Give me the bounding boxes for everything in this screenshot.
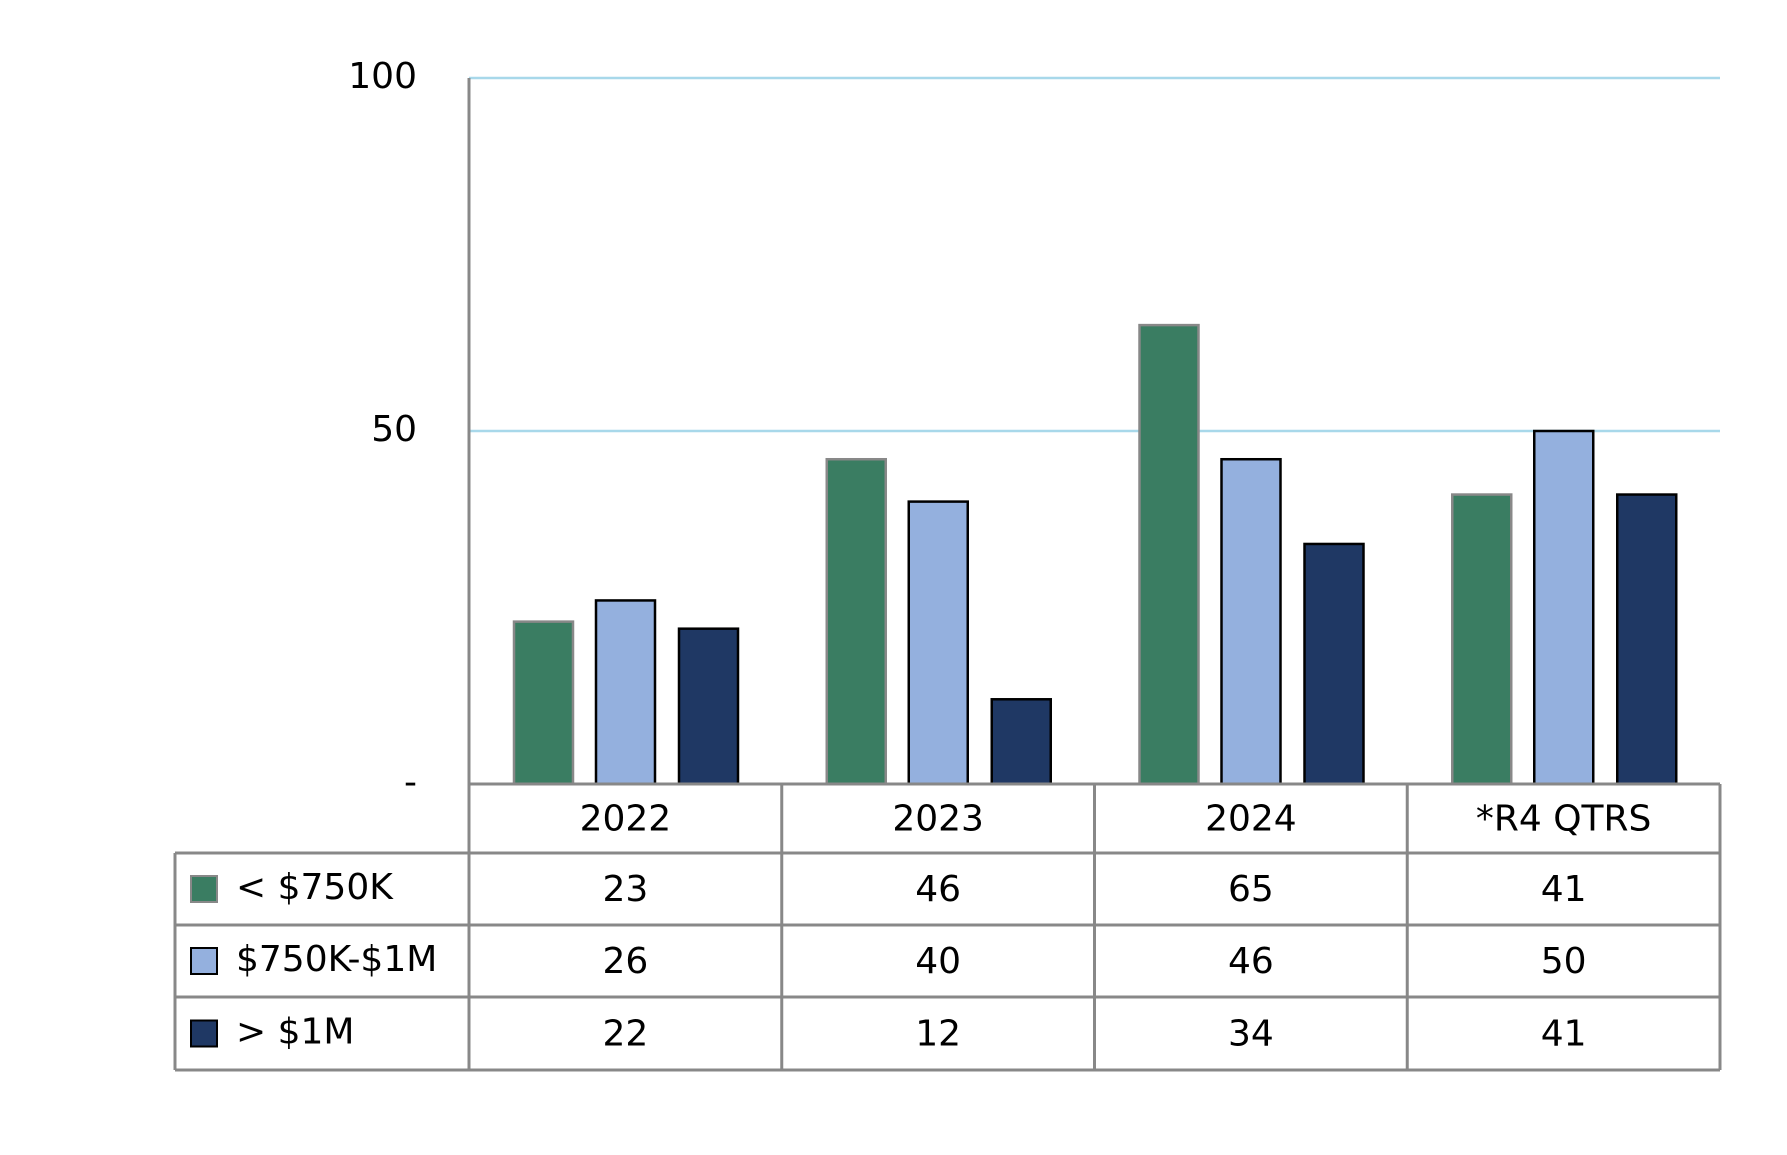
- x-tick-label: 2022: [580, 799, 672, 840]
- table-value: 34: [1228, 1014, 1274, 1055]
- x-tick-label: 2023: [892, 799, 984, 840]
- y-tick-label: 100: [348, 56, 417, 97]
- table-value: 26: [602, 941, 648, 982]
- bar: [990, 698, 1052, 786]
- table-value: 41: [1541, 1014, 1587, 1055]
- table-value: 46: [1228, 941, 1274, 982]
- bar: [825, 457, 887, 786]
- bar: [512, 620, 575, 786]
- y-tick-label: 50: [371, 409, 417, 450]
- x-tick-label: 2024: [1205, 799, 1297, 840]
- table-value: 12: [915, 1014, 961, 1055]
- legend-label: < $750K: [236, 867, 394, 908]
- table-value: 46: [915, 869, 961, 910]
- bar: [1220, 457, 1282, 786]
- bar: [907, 500, 969, 786]
- bar: [1303, 542, 1365, 786]
- y-tick-label: -: [404, 762, 417, 803]
- bar: [1533, 429, 1595, 786]
- legend-swatch: [190, 875, 218, 903]
- table-value: 41: [1541, 869, 1587, 910]
- x-tick-label: *R4 QTRS: [1476, 799, 1652, 840]
- legend-label: $750K-$1M: [236, 939, 437, 980]
- table-value: 65: [1228, 869, 1274, 910]
- bar: [1138, 323, 1200, 786]
- legend-label: > $1M: [236, 1012, 354, 1053]
- bar: [594, 599, 657, 786]
- bar: [677, 627, 740, 786]
- table-value: 50: [1541, 941, 1587, 982]
- bar: [1616, 493, 1678, 786]
- table-value: 22: [602, 1014, 648, 1055]
- table-value: 40: [915, 941, 961, 982]
- bar: [1451, 493, 1513, 786]
- table-value: 23: [602, 869, 648, 910]
- legend-swatch: [190, 1019, 218, 1048]
- legend-swatch: [190, 947, 218, 975]
